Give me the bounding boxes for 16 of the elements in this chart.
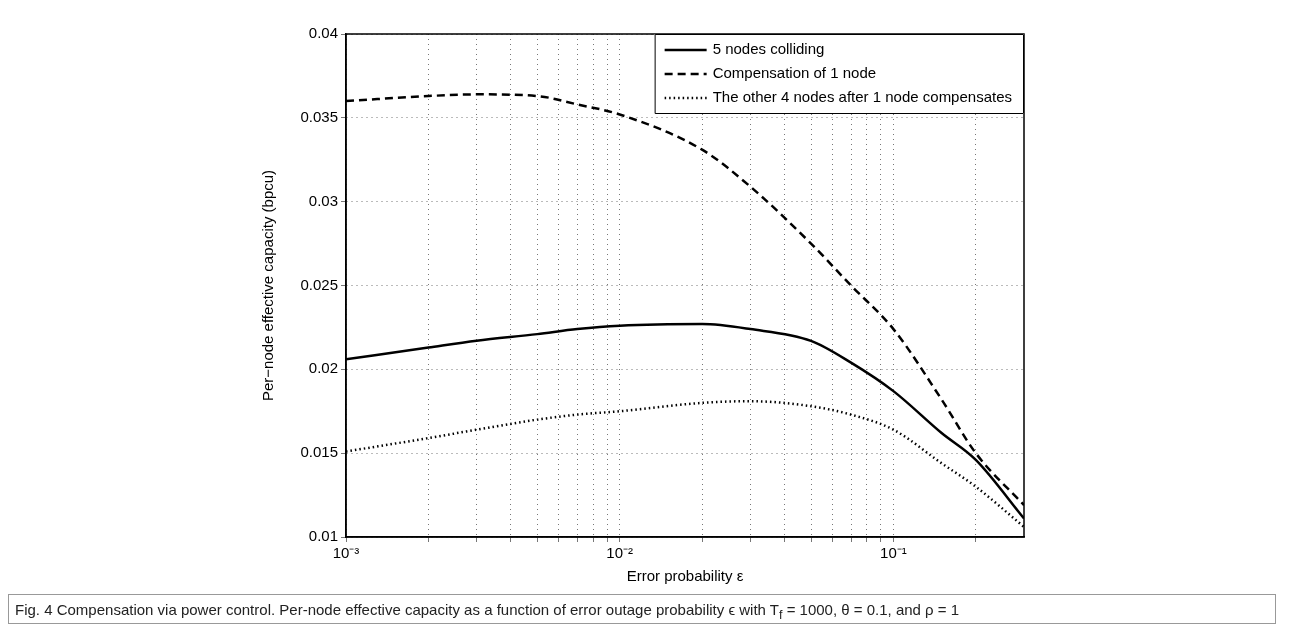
legend-label: 5 nodes colliding (712, 40, 825, 58)
legend-label: Compensation of 1 node (712, 64, 877, 82)
caption: Fig. 4 Compensation via power control. Per-node effective capacity as a function of error outage probability ϵ with T$_{f}$ = 1000, θ = 0.1, and ρ = 1 (8, 594, 1276, 624)
x-tick-label: 10⁻¹ (880, 544, 907, 562)
y-tick-label: 0.02 (308, 359, 338, 377)
y-tick-label: 0.04 (308, 24, 338, 42)
y-tick-label: 0.025 (300, 275, 338, 293)
x-tick-label: 10⁻² (606, 544, 634, 562)
x-tick-label: 10⁻³ (332, 544, 360, 562)
y-tick-label: 0.03 (308, 191, 338, 209)
y-axis-title: Per−node effective capacity (bpcu) (259, 169, 277, 402)
legend-label: The other 4 nodes after 1 node compensates (712, 88, 1013, 106)
y-tick-label: 0.035 (300, 107, 338, 125)
x-axis-title: Error probability ε (626, 567, 744, 585)
y-tick-label: 0.01 (308, 527, 338, 545)
y-tick-label: 0.015 (300, 443, 338, 461)
